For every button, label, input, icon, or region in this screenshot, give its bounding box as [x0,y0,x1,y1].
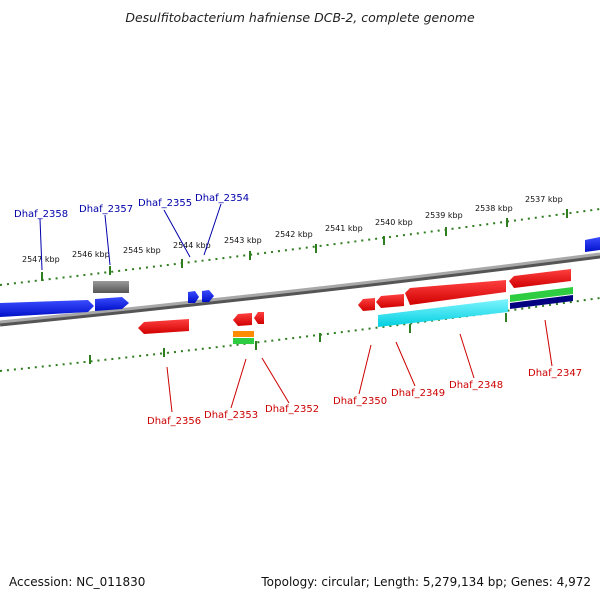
gene-label[interactable]: Dhaf_2353 [204,410,258,421]
gene-label[interactable]: Dhaf_2348 [449,380,503,391]
gene-box[interactable] [233,331,254,337]
topology-text: Topology: circular; Length: 5,279,134 bp… [261,575,591,589]
scale-label: 2544 kbp [173,241,211,250]
gene-label[interactable]: Dhaf_2355 [138,198,192,209]
gene-arrow[interactable] [202,290,214,302]
gene-box[interactable] [93,281,129,293]
bottom-gene-labels: Dhaf_2356 Dhaf_2353 Dhaf_2352 Dhaf_2350 … [147,368,582,427]
genome-backbone-shadow [0,253,600,327]
gene-box[interactable] [233,338,254,344]
gene-label[interactable]: Dhaf_2347 [528,368,582,379]
gene-arrow[interactable] [405,280,506,305]
gene-label[interactable]: Dhaf_2358 [14,209,68,220]
scale-label: 2545 kbp [123,246,161,255]
bottom-major-ticks [89,313,507,364]
gene-arrow[interactable] [0,300,94,317]
gene-arrow[interactable] [376,294,404,308]
map-title: Desulfitobacterium hafniense DCB-2, comp… [125,10,475,25]
accession-text: Accession: NC_011830 [9,575,146,589]
scale-label: 2539 kbp [425,211,463,220]
scale-label: 2543 kbp [224,236,262,245]
gene-arrow[interactable] [95,297,129,311]
bottom-leader-lines [166,319,553,413]
gene-arrow[interactable] [585,237,600,252]
top-major-ticks [41,209,568,281]
scale-label: 2546 kbp [72,250,110,259]
gene-arrow[interactable] [188,291,199,303]
gene-label[interactable]: Dhaf_2354 [195,193,249,204]
gene-arrow[interactable] [233,313,252,326]
top-gene-labels: Dhaf_2358 Dhaf_2357 Dhaf_2355 Dhaf_2354 [14,193,249,220]
gene-label[interactable]: Dhaf_2357 [79,204,133,215]
gene-label[interactable]: Dhaf_2352 [265,404,319,415]
top-tick-track [0,208,600,286]
gene-label[interactable]: Dhaf_2350 [333,396,387,407]
gene-arrow[interactable] [358,298,375,311]
scale-label: 2538 kbp [475,204,513,213]
top-strand-genes [0,237,600,317]
gene-box[interactable] [378,299,508,327]
bottom-strand-genes [138,269,573,344]
gene-box[interactable] [510,287,573,302]
bottom-tick-track [0,297,600,372]
top-leader-lines [39,203,222,271]
gene-label[interactable]: Dhaf_2349 [391,388,445,399]
scale-label: 2547 kbp [22,255,60,264]
scale-label: 2542 kbp [275,230,313,239]
scale-label: 2537 kbp [525,195,563,204]
gene-arrow[interactable] [509,269,571,288]
scale-labels: 2547 kbp 2546 kbp 2545 kbp 2544 kbp 2543… [22,195,563,264]
scale-label: 2541 kbp [325,224,363,233]
scale-label: 2540 kbp [375,218,413,227]
genome-backbone [0,252,600,324]
gene-arrow[interactable] [254,312,264,324]
gene-box[interactable] [510,295,573,309]
gene-label[interactable]: Dhaf_2356 [147,416,201,427]
gene-arrow[interactable] [138,319,189,334]
